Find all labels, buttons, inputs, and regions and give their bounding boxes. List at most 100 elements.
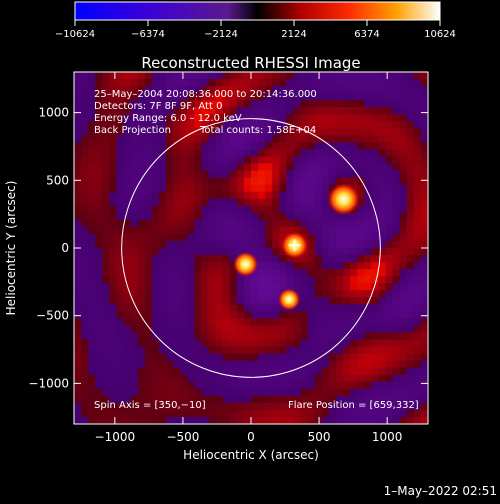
heatmap-cell [144, 191, 153, 200]
heatmap-cell [137, 353, 146, 362]
heatmap-cell [321, 381, 330, 390]
heatmap-cell [173, 219, 181, 228]
heatmap-cell [321, 409, 330, 418]
heatmap-cell [95, 381, 103, 390]
heatmap-cell [321, 269, 330, 277]
heatmap-cell [95, 262, 103, 270]
heatmap-cell [364, 374, 372, 383]
heatmap-cell [420, 198, 428, 207]
heatmap-cell [392, 240, 401, 249]
heatmap-cell [158, 128, 167, 136]
heatmap-cell [392, 191, 401, 200]
heatmap-cell [95, 191, 103, 200]
heatmap-cell [258, 248, 266, 256]
heatmap-cell [286, 128, 295, 136]
heatmap-cell [314, 79, 323, 87]
heatmap-cell [258, 409, 266, 418]
heatmap-cell [158, 184, 167, 193]
heatmap-cell [350, 219, 358, 228]
heatmap-cell [144, 177, 153, 186]
heatmap-cell [116, 233, 125, 242]
heatmap-cell [243, 79, 252, 87]
heatmap-cell [215, 276, 224, 284]
heatmap-cell [350, 346, 358, 355]
heatmap-cell [343, 374, 351, 383]
heatmap-cell [123, 212, 132, 221]
heatmap-cell [335, 156, 344, 165]
heatmap-cell [307, 353, 316, 362]
heatmap-cell [300, 304, 309, 312]
heatmap-cell [137, 262, 146, 270]
heatmap-cell [158, 339, 167, 348]
heatmap-cell [272, 332, 280, 341]
heatmap-cell [265, 191, 273, 200]
heatmap-cell [194, 332, 203, 341]
heatmap-cell [343, 416, 351, 424]
heatmap-cell [413, 360, 422, 369]
heatmap-cell [286, 72, 295, 80]
heatmap-cell [251, 135, 259, 143]
heatmap-cell [321, 290, 330, 298]
heatmap-cell [151, 142, 160, 151]
heatmap-cell [151, 416, 160, 424]
heatmap-cell [144, 212, 153, 221]
heatmap-cell [378, 290, 387, 298]
heatmap-cell [109, 269, 118, 277]
heatmap-cell [180, 240, 188, 249]
heatmap-cell [258, 226, 266, 235]
heatmap-cell [293, 191, 302, 200]
heatmap-cell [194, 191, 203, 200]
heatmap-cell [243, 374, 252, 383]
heatmap-cell [251, 276, 259, 284]
heatmap-cell [335, 353, 344, 362]
heatmap-cell [194, 409, 203, 418]
heatmap-cell [81, 226, 89, 235]
heatmap-cell [265, 325, 273, 334]
heatmap-cell [81, 255, 89, 263]
heatmap-cell [272, 198, 280, 207]
heatmap-cell [328, 332, 337, 341]
heatmap-cell [123, 374, 132, 383]
heatmap-cell [243, 93, 252, 101]
heatmap-cell [335, 388, 344, 397]
heatmap-cell [385, 86, 394, 94]
heatmap-cell [328, 177, 337, 186]
heatmap-cell [158, 170, 167, 179]
heatmap-cell [321, 332, 330, 341]
heatmap-cell [88, 198, 96, 207]
heatmap-cell [364, 304, 372, 312]
heatmap-cell [371, 184, 380, 193]
heatmap-cell [88, 121, 96, 129]
heatmap-cell [236, 381, 245, 390]
heatmap-cell [81, 367, 89, 376]
heatmap-cell [109, 107, 118, 115]
heatmap-cell [286, 100, 295, 108]
heatmap-cell [321, 93, 330, 101]
heatmap-cell [293, 93, 302, 101]
heatmap-cell [251, 107, 259, 115]
heatmap-cell [222, 402, 231, 411]
heatmap-cell [265, 79, 273, 87]
heatmap-cell [144, 304, 153, 312]
heatmap-cell [328, 339, 337, 348]
heatmap-cell [406, 114, 415, 122]
heatmap-cell [406, 191, 415, 200]
heatmap-cell [151, 198, 160, 207]
heatmap-cell [413, 402, 422, 411]
heatmap-cell [286, 177, 295, 186]
heatmap-cell [81, 93, 89, 101]
heatmap-cell [130, 416, 139, 424]
heatmap-cell [321, 248, 330, 256]
heatmap-cell [286, 198, 295, 207]
heatmap-cell [300, 353, 309, 362]
heatmap-cell [321, 276, 330, 284]
heatmap-cell [102, 269, 110, 277]
heatmap-cell [201, 311, 210, 319]
heatmap-cell [130, 290, 139, 298]
heatmap-cell [251, 409, 259, 418]
heatmap-cell [130, 79, 139, 87]
heatmap-cell [236, 198, 245, 207]
heatmap-cell [321, 142, 330, 151]
heatmap-cell [328, 374, 337, 383]
heatmap-cell [258, 198, 266, 207]
